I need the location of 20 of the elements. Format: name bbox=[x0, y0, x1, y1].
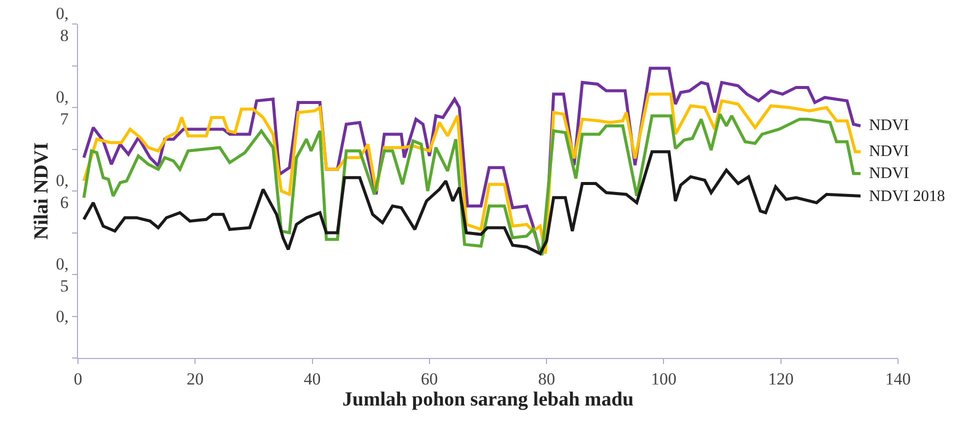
y-tick-label: 0,8 bbox=[56, 4, 69, 45]
y-axis-title: Nilai NDVI bbox=[30, 142, 52, 240]
series-label: NDVI bbox=[869, 143, 909, 160]
series-label: NDVI bbox=[869, 117, 909, 134]
series-label: NDVI bbox=[869, 165, 909, 182]
x-tick-label: 60 bbox=[420, 369, 438, 388]
x-tick-label: 120 bbox=[768, 369, 794, 388]
x-tick-label: 100 bbox=[650, 369, 676, 388]
x-tick-label: 0 bbox=[74, 369, 82, 388]
x-tick-label: 140 bbox=[885, 369, 911, 388]
x-tick-label: 80 bbox=[538, 369, 556, 388]
line-series bbox=[82, 150, 862, 256]
y-tick-label: 0,5 bbox=[56, 254, 69, 296]
x-axis-title: Jumlah pohon sarang lebah madu bbox=[342, 388, 634, 410]
y-tick-label: 0,7 bbox=[56, 87, 70, 128]
x-tick-label: 40 bbox=[304, 369, 321, 388]
x-tick-label: 20 bbox=[186, 369, 204, 388]
y-tick-label: 0, bbox=[56, 307, 69, 326]
series-label: NDVI 2018 bbox=[869, 188, 945, 205]
y-tick-label: 0,6 bbox=[56, 170, 69, 212]
